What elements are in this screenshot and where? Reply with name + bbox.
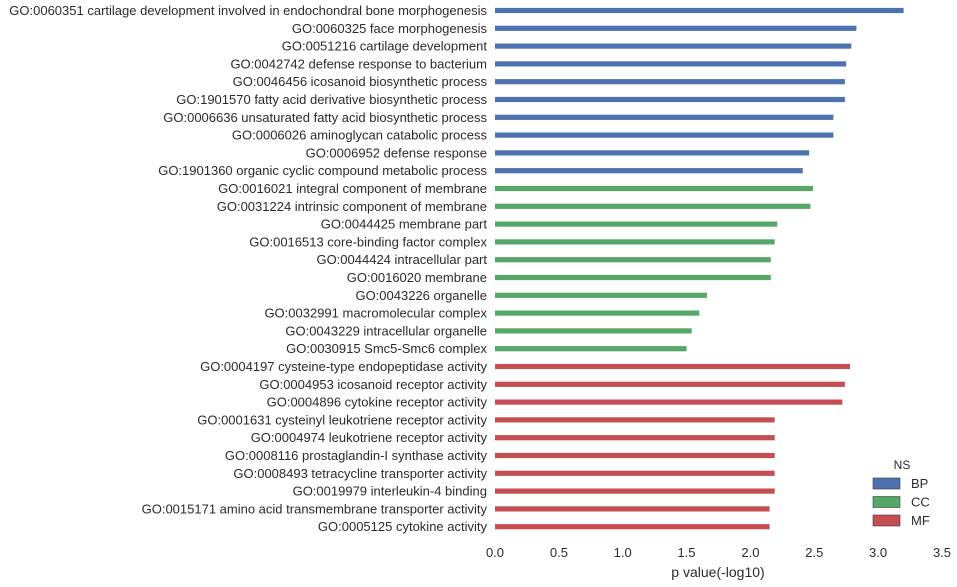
category-label: GO:0046456 icosanoid biosynthetic proces… [233, 74, 488, 89]
legend-label-cc: CC [911, 495, 930, 510]
category-label: GO:0030915 Smc5-Smc6 complex [286, 341, 487, 356]
category-label: GO:0016513 core-binding factor complex [249, 234, 487, 249]
bar-cc-10 [495, 185, 813, 192]
bar-cc-14 [495, 257, 771, 263]
category-label: GO:0015171 amino acid transmembrane tran… [142, 501, 488, 516]
bar-cc-16 [495, 292, 707, 298]
category-label: GO:0004197 cysteine-type endopeptidase a… [200, 359, 487, 374]
legend-label-mf: MF [911, 513, 930, 528]
bar-mf-26 [495, 470, 775, 476]
category-label: GO:0060351 cartilage development involve… [9, 3, 487, 18]
category-label: GO:0031224 intrinsic component of membra… [217, 199, 487, 214]
legend-label-bp: BP [911, 476, 928, 491]
x-tick-label: 3.0 [869, 545, 887, 560]
category-label: GO:0006026 aminoglycan catabolic process [232, 128, 488, 143]
category-label: GO:0016020 membrane [347, 270, 487, 285]
legend-title: NS [894, 458, 911, 472]
category-label: GO:0051216 cartilage development [282, 39, 488, 54]
bar-mf-27 [495, 488, 775, 494]
bar-mf-28 [495, 506, 770, 512]
category-label: GO:0043226 organelle [355, 288, 487, 303]
bar-bp-3 [495, 61, 847, 67]
category-label: GO:0043229 intracellular organelle [285, 323, 487, 338]
category-label: GO:1901570 fatty acid derivative biosynt… [176, 92, 487, 107]
x-axis-label: p value(-log10) [671, 564, 764, 580]
bar-bp-9 [495, 168, 803, 174]
bar-cc-18 [495, 328, 692, 334]
bar-bp-8 [495, 150, 810, 156]
x-tick-labels-group: 0.0 0.5 1.0 1.5 2.0 2.5 3.0 3.5 [486, 545, 951, 560]
bar-mf-25 [495, 452, 775, 459]
category-label: GO:0001631 cysteinyl leukotriene recepto… [197, 412, 487, 427]
category-label: GO:0032991 macromolecular complex [264, 306, 487, 321]
category-labels-group: GO:0060351 cartilage development involve… [9, 3, 487, 534]
x-tick-label: 0.5 [550, 545, 568, 560]
bars-group [495, 7, 904, 530]
x-tick-label: 1.5 [677, 545, 695, 560]
bar-bp-4 [495, 79, 845, 85]
bar-cc-11 [495, 203, 811, 209]
category-label: GO:0006636 unsaturated fatty acid biosyn… [163, 110, 487, 125]
bar-bp-0 [495, 7, 904, 14]
legend-swatch-bp [872, 477, 901, 490]
legend-swatch-cc [872, 496, 901, 508]
category-label: GO:0008493 tetracycline transporter acti… [233, 466, 487, 481]
bar-bp-6 [495, 114, 834, 120]
category-label: GO:0044425 membrane part [321, 217, 488, 232]
category-label: GO:0004953 icosanoid receptor activity [259, 377, 487, 392]
bar-mf-21 [495, 381, 845, 387]
category-label: GO:0004974 leukotriene receptor activity [251, 430, 488, 445]
legend: NS BP CC MF [872, 458, 930, 528]
category-label: GO:0042742 defense response to bacterium [230, 56, 487, 71]
bar-cc-17 [495, 310, 700, 316]
category-label: GO:0019979 interleukin-4 binding [293, 484, 487, 499]
bar-cc-15 [495, 274, 771, 281]
bar-cc-13 [495, 239, 775, 245]
category-label: GO:0044424 intracellular part [316, 252, 487, 267]
category-label: GO:0016021 integral component of membran… [218, 181, 487, 196]
legend-swatch-mf [872, 514, 901, 527]
bar-mf-20 [495, 363, 850, 370]
bar-cc-12 [495, 221, 778, 227]
bar-bp-2 [495, 43, 852, 49]
x-tick-label: 2.0 [741, 545, 759, 560]
category-label: GO:0006952 defense response [306, 145, 487, 160]
bar-bp-5 [495, 96, 845, 103]
x-tick-label: 3.5 [933, 545, 951, 560]
x-tick-label: 2.5 [805, 545, 823, 560]
category-label: GO:0060325 face morphogenesis [292, 21, 488, 36]
category-label: GO:0008116 prostaglandin-I synthase acti… [225, 448, 488, 463]
bar-mf-23 [495, 417, 775, 423]
bar-mf-24 [495, 435, 775, 441]
bar-bp-1 [495, 25, 857, 31]
bar-mf-22 [495, 399, 843, 405]
bar-bp-7 [495, 132, 834, 138]
category-label: GO:0004896 cytokine receptor activity [267, 395, 488, 410]
bar-mf-29 [495, 524, 770, 530]
x-tick-label: 1.0 [614, 545, 632, 560]
category-label: GO:1901360 organic cyclic compound metab… [158, 163, 487, 178]
bar-cc-19 [495, 346, 687, 352]
x-tick-label: 0.0 [486, 545, 504, 560]
category-label: GO:0005125 cytokine activity [318, 519, 488, 534]
